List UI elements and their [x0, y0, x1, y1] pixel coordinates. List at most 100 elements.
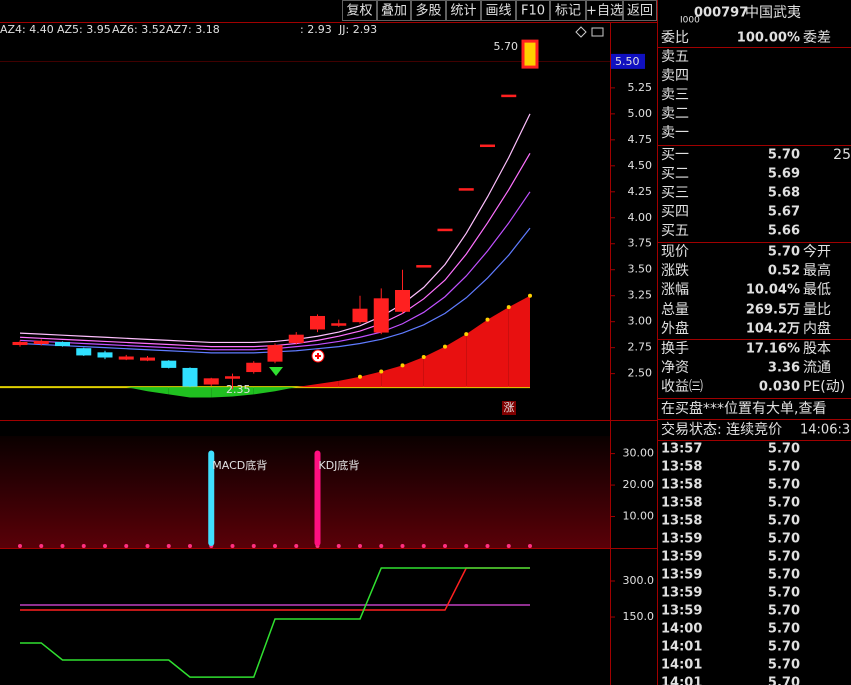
quote-volume: 25 [833, 147, 851, 163]
buy-marker [269, 367, 283, 376]
toolbar-button-label[interactable]: 统计 [450, 4, 476, 19]
toolbar-button[interactable] [377, 0, 411, 21]
signal-dot [39, 544, 44, 548]
y-tick-label: 3.50 [628, 263, 653, 276]
signal-dot [81, 544, 86, 548]
candle-body [373, 298, 389, 333]
signal-dot [443, 544, 447, 548]
trade-price: 5.70 [768, 604, 800, 619]
quote-value: 10.04% [746, 283, 800, 298]
y-tick-label: 2.75 [628, 341, 653, 354]
trade-price: 5.70 [768, 568, 800, 583]
cursor-price-box [611, 53, 645, 69]
indicator-line [20, 567, 530, 678]
candle-body [352, 308, 368, 323]
signal-dot [188, 544, 192, 548]
quote-label: 卖一 [661, 125, 689, 141]
signal-dot [528, 544, 532, 548]
area-segment [253, 387, 275, 395]
signal-dot [251, 544, 256, 548]
window-icons[interactable] [575, 26, 604, 38]
code-prefix: I000 [680, 16, 700, 26]
candle-body [246, 362, 262, 373]
quote-value: 0.52 [768, 264, 800, 279]
trade-time: 13:59 [661, 532, 702, 547]
y-tick-label: 4.75 [628, 133, 653, 146]
area-segment [445, 334, 467, 388]
signal-dot [421, 544, 426, 548]
candle-body [437, 228, 453, 232]
candle-body [416, 265, 432, 268]
quote-label: 卖三 [661, 87, 689, 103]
quote-label: 流通 [803, 360, 831, 376]
toolbar-button[interactable] [623, 0, 657, 21]
indicator-label: AZ6: 3.52 [112, 23, 166, 36]
area-segment [275, 387, 297, 392]
area-dot [400, 363, 405, 368]
toolbar-button[interactable] [446, 0, 481, 21]
signal-label: MACD底背 [212, 458, 267, 472]
toolbar-button[interactable] [550, 0, 586, 21]
quote-value: 100.00% [737, 31, 800, 46]
y-tick-label: 3.75 [628, 237, 653, 250]
area-segment [296, 384, 318, 388]
candle-body [395, 290, 410, 312]
toolbar-button[interactable] [516, 0, 550, 21]
toolbar-button[interactable] [481, 0, 516, 21]
low-label: 2.35 [226, 383, 251, 396]
candle-body [310, 315, 325, 330]
candle-body [140, 357, 155, 361]
toolbar-button-label[interactable]: 返回 [627, 4, 653, 19]
trade-time: 14:00 [661, 622, 702, 637]
high-label: 5.70 [494, 40, 519, 53]
trade-time: 14:01 [661, 640, 702, 655]
trade-price: 5.70 [768, 514, 800, 529]
signal-dot [336, 544, 341, 548]
trade-price: 5.70 [768, 676, 800, 685]
quote-label: 量比 [803, 302, 831, 318]
signal-dot [166, 544, 171, 548]
signal-panel-bg [0, 436, 610, 548]
limit-tag: 涨 [504, 401, 515, 414]
signal-dot [294, 544, 299, 548]
quote-label: 买五 [661, 223, 689, 239]
area-dot [379, 369, 384, 374]
candle-body [458, 188, 474, 191]
toolbar-button-label[interactable]: 画线 [485, 4, 511, 19]
signal-dot [103, 544, 107, 548]
toolbar-button-label[interactable]: 标记 [555, 4, 581, 19]
plus-marker [311, 349, 325, 363]
toolbar-button-label[interactable]: +自选 [586, 4, 623, 19]
notice: 在买盘***位置有大单,查看 [661, 400, 826, 417]
trade-time: 13:59 [661, 586, 702, 601]
quote-label: 涨跌 [661, 263, 689, 279]
toolbar-button-label[interactable]: 叠加 [381, 4, 407, 19]
quote-label: 收益㈢ [661, 379, 703, 395]
toolbar-button-label[interactable]: 复权 [346, 3, 372, 19]
candle-body [331, 323, 347, 326]
quote-label: 股本 [803, 341, 831, 357]
y-tick-label: 3.25 [628, 289, 653, 302]
quote-label: 买一 [661, 147, 689, 163]
area-segment [211, 387, 233, 398]
area-segment [168, 387, 190, 398]
area-segment [508, 295, 530, 388]
candle-body [267, 345, 283, 362]
toolbar-button-label[interactable]: F10 [521, 4, 545, 19]
toolbar-button[interactable] [342, 0, 377, 21]
candle-body [76, 348, 92, 356]
trade-price: 5.70 [768, 442, 800, 457]
toolbar-button[interactable] [586, 0, 623, 21]
toolbar-button-label[interactable]: 多股 [415, 3, 441, 19]
limit-tag-box [502, 401, 516, 415]
candle-body [501, 94, 517, 98]
signal-label: KDJ底背 [319, 458, 360, 472]
quote-label: 卖四 [661, 68, 689, 84]
y-tick-label: 2.50 [628, 367, 653, 380]
quote-label: 卖五 [661, 49, 689, 65]
toolbar-button[interactable] [411, 0, 446, 21]
